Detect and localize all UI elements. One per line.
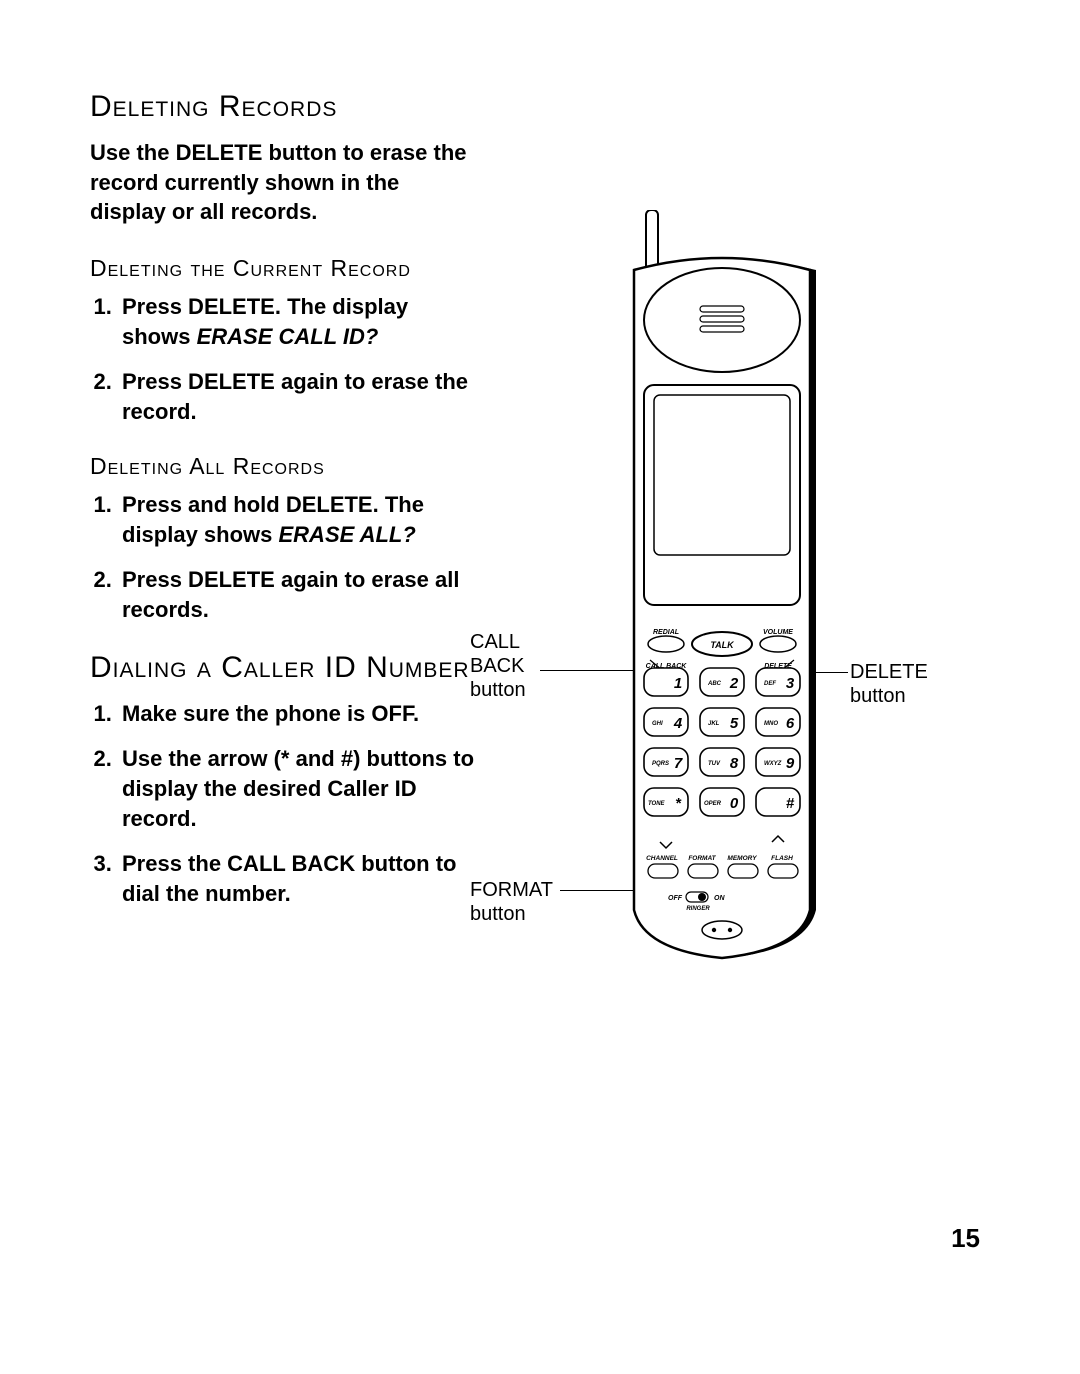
callout-delete: DELETE button bbox=[850, 660, 928, 708]
list-item: Press DELETE again to erase all records. bbox=[118, 565, 480, 624]
step-emphasis: ERASE ALL? bbox=[279, 522, 416, 547]
svg-text:MNO: MNO bbox=[764, 721, 778, 727]
svg-text:VOLUME: VOLUME bbox=[763, 629, 793, 636]
svg-text:PQRS: PQRS bbox=[652, 761, 669, 767]
heading-deleting-records: Deleting Records bbox=[90, 90, 480, 124]
callout-line: button bbox=[470, 903, 526, 925]
step-emphasis: ERASE CALL ID? bbox=[197, 324, 379, 349]
list-item: Use the arrow (* and #) buttons to displ… bbox=[118, 744, 480, 833]
text-column: Deleting Records Use the DELETE button t… bbox=[90, 90, 480, 909]
svg-text:GHI: GHI bbox=[652, 721, 663, 727]
svg-text:TALK: TALK bbox=[710, 640, 735, 650]
svg-text:TONE: TONE bbox=[648, 801, 666, 807]
svg-text:6: 6 bbox=[786, 715, 795, 732]
callout-callback: CALL BACK button bbox=[470, 630, 526, 702]
list-item: Press DELETE. The display shows ERASE CA… bbox=[118, 292, 480, 351]
phone-diagram: CALL BACK button FORMAT button DELETE bu… bbox=[450, 210, 1010, 990]
svg-text:OPER: OPER bbox=[704, 801, 722, 807]
svg-text:CHANNEL: CHANNEL bbox=[646, 855, 678, 862]
heading-deleting-all: Deleting All Records bbox=[90, 453, 480, 480]
svg-text:9: 9 bbox=[786, 755, 795, 772]
svg-text:#: # bbox=[786, 795, 795, 812]
list-item: Press and hold DELETE. The display shows… bbox=[118, 490, 480, 549]
list-item: Press DELETE again to erase the record. bbox=[118, 367, 480, 426]
svg-text:FLASH: FLASH bbox=[771, 855, 793, 862]
svg-text:4: 4 bbox=[673, 715, 683, 732]
svg-text:0: 0 bbox=[730, 795, 739, 812]
callout-line: button bbox=[470, 679, 526, 701]
svg-text:5: 5 bbox=[730, 715, 739, 732]
svg-text:DEF: DEF bbox=[764, 681, 776, 687]
svg-text:REDIAL: REDIAL bbox=[653, 629, 679, 636]
phone-svg: REDIAL VOLUME TALK CALL BACK DELETE 1ABC… bbox=[610, 210, 840, 970]
svg-text:ON: ON bbox=[714, 895, 725, 902]
steps-deleting-all: Press and hold DELETE. The display shows… bbox=[90, 490, 480, 625]
list-item: Make sure the phone is OFF. bbox=[118, 699, 480, 729]
heading-deleting-current: Deleting the Current Record bbox=[90, 255, 480, 282]
svg-text:MEMORY: MEMORY bbox=[727, 855, 757, 862]
svg-text:WXYZ: WXYZ bbox=[764, 761, 782, 767]
manual-page: Deleting Records Use the DELETE button t… bbox=[0, 0, 1080, 1374]
svg-text:OFF: OFF bbox=[668, 895, 683, 902]
svg-text:3: 3 bbox=[786, 675, 795, 692]
intro-paragraph: Use the DELETE button to erase the recor… bbox=[90, 138, 480, 227]
list-item: Press the CALL BACK button to dial the n… bbox=[118, 849, 480, 908]
svg-text:JKL: JKL bbox=[708, 721, 720, 727]
callout-line: CALL bbox=[470, 631, 520, 653]
phone-illustration: REDIAL VOLUME TALK CALL BACK DELETE 1ABC… bbox=[610, 210, 840, 970]
svg-text:8: 8 bbox=[730, 755, 739, 772]
callout-line: BACK bbox=[470, 655, 524, 677]
steps-deleting-current: Press DELETE. The display shows ERASE CA… bbox=[90, 292, 480, 427]
heading-dialing-cid: Dialing a Caller ID Number bbox=[90, 651, 480, 685]
svg-text:RINGER: RINGER bbox=[686, 906, 710, 912]
callout-line: button bbox=[850, 685, 906, 707]
svg-text:ABC: ABC bbox=[707, 681, 722, 687]
svg-text:TUV: TUV bbox=[708, 761, 721, 767]
callout-format: FORMAT button bbox=[470, 878, 553, 926]
callout-line: DELETE bbox=[850, 661, 928, 683]
steps-dialing: Make sure the phone is OFF. Use the arro… bbox=[90, 699, 480, 909]
svg-text:FORMAT: FORMAT bbox=[688, 855, 716, 862]
callout-line: FORMAT bbox=[470, 879, 553, 901]
page-number: 15 bbox=[951, 1223, 980, 1254]
svg-text:1: 1 bbox=[674, 675, 682, 692]
svg-text:7: 7 bbox=[674, 755, 683, 772]
svg-text:2: 2 bbox=[729, 675, 739, 692]
